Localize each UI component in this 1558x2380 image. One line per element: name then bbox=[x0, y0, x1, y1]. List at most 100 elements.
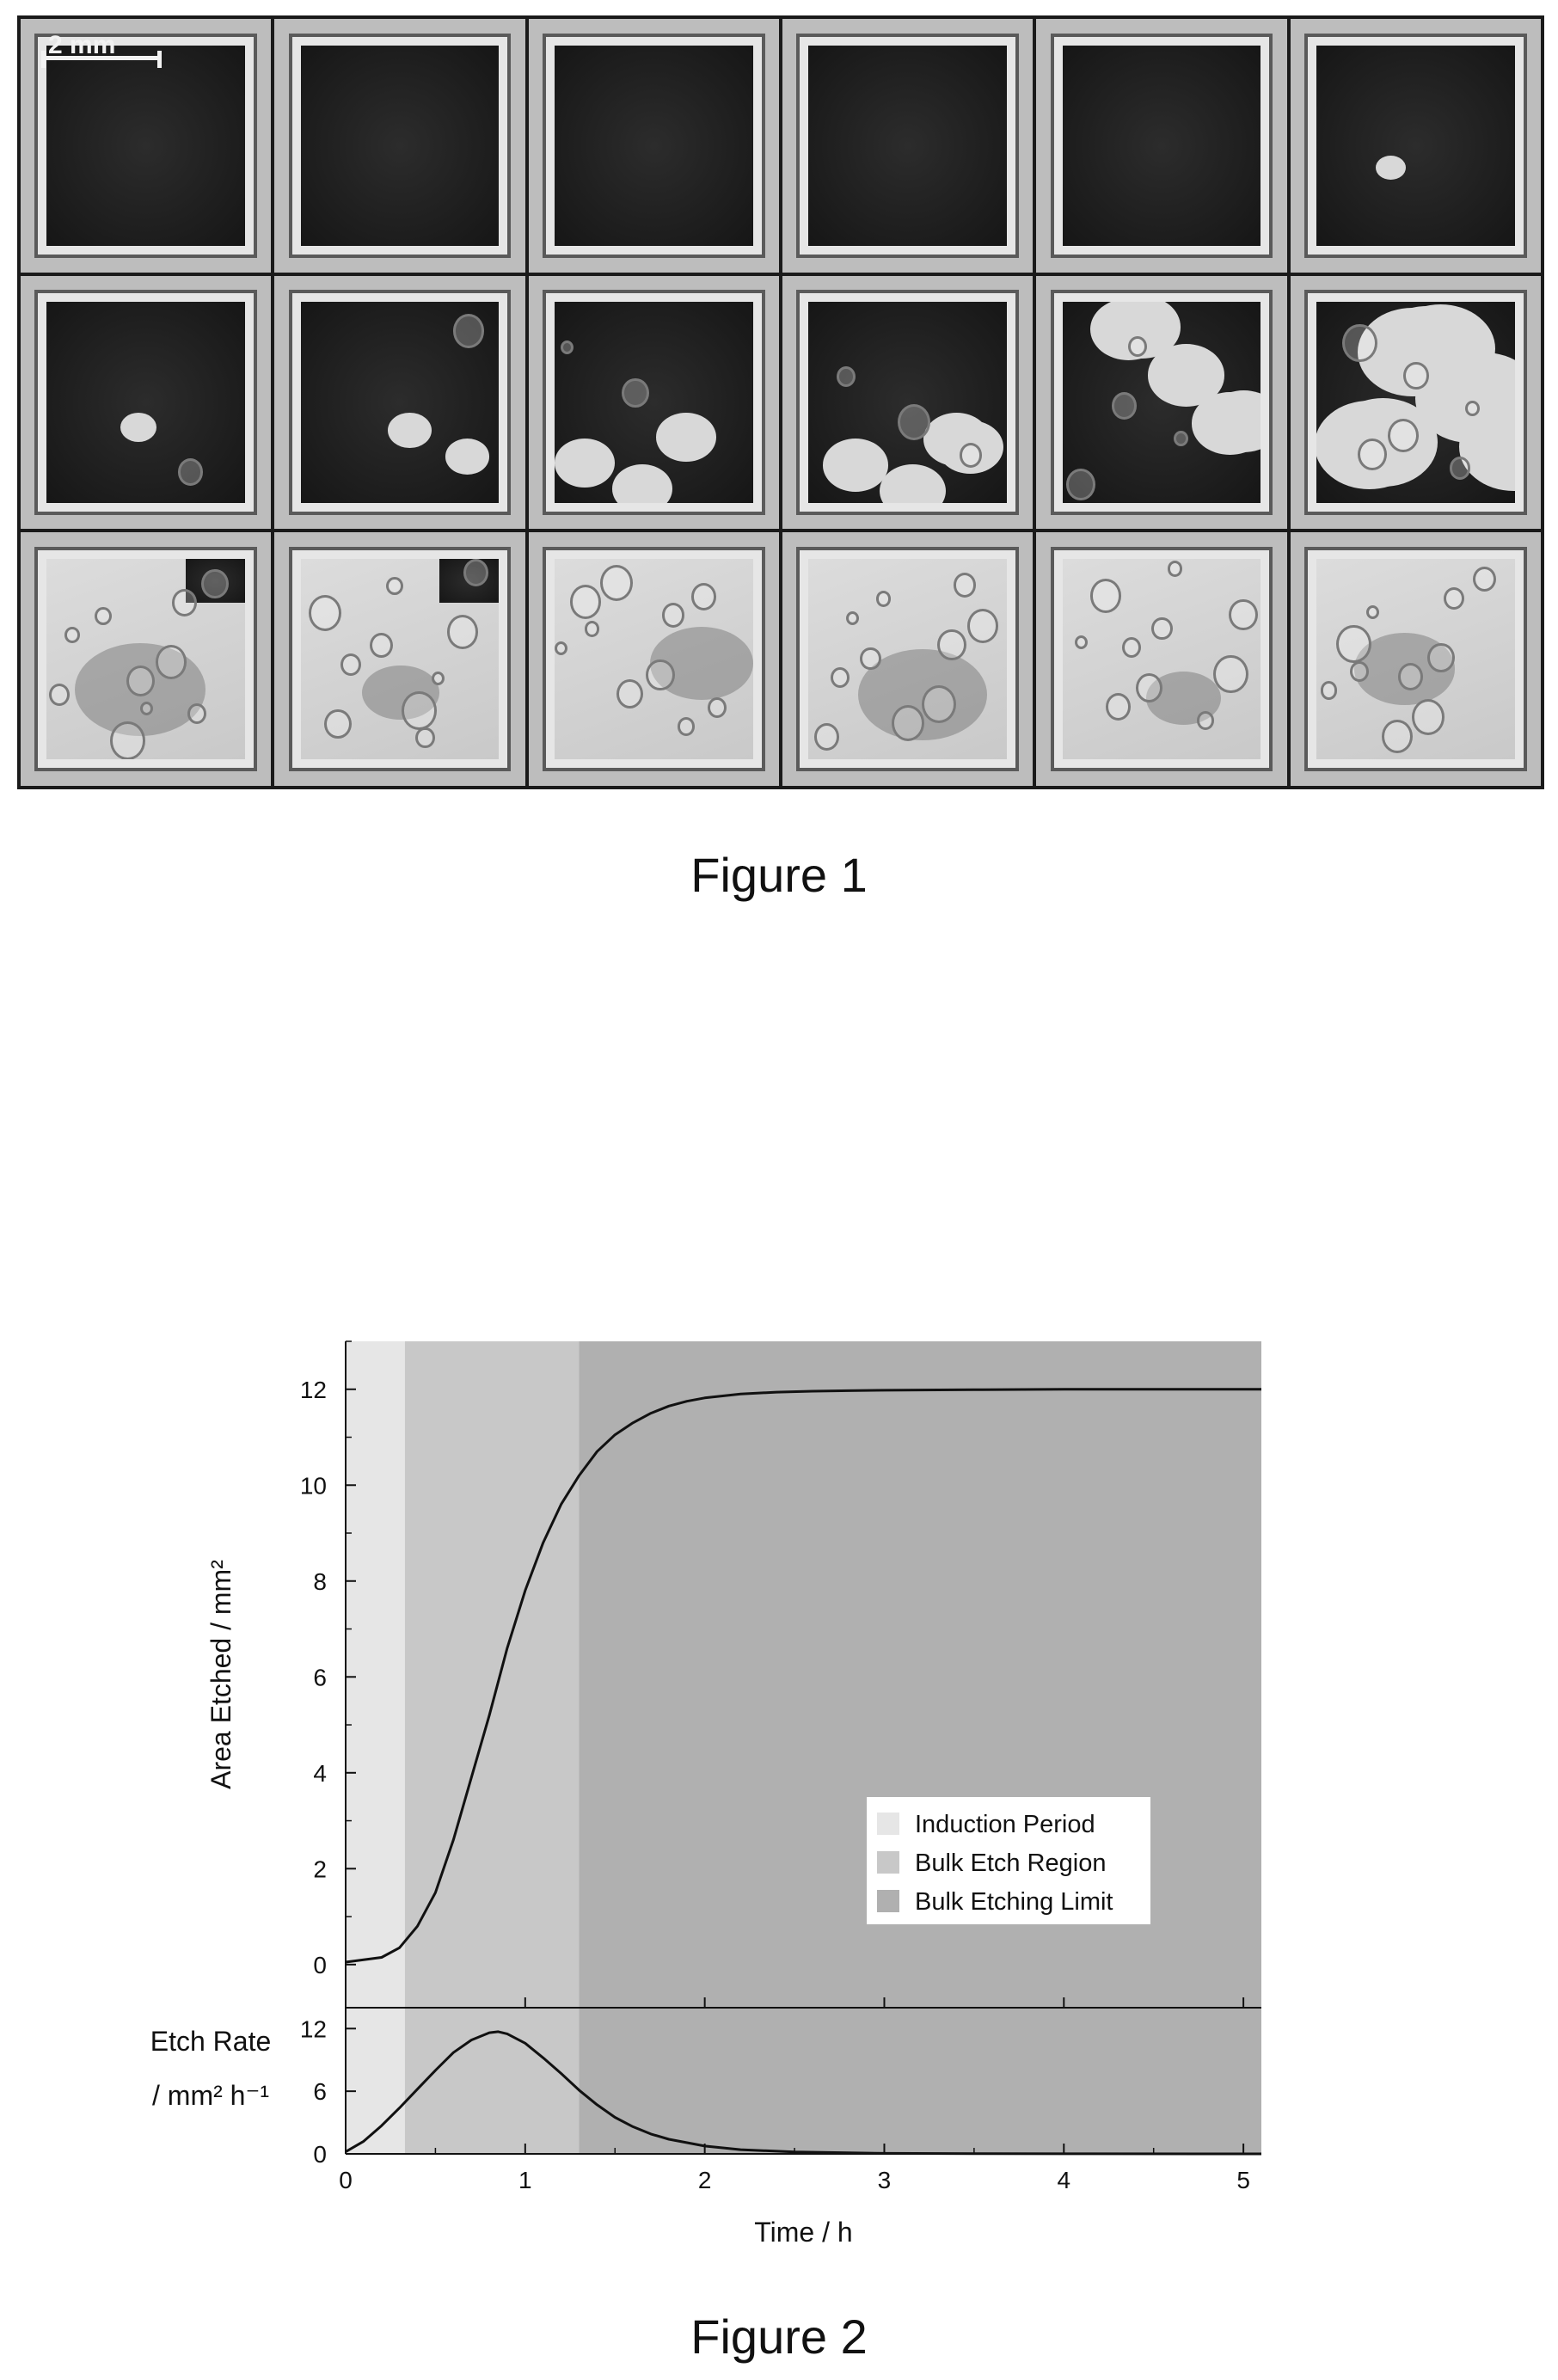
micrograph-tile bbox=[274, 19, 525, 273]
y-axis-title-area: Area Etched / mm² bbox=[205, 1560, 236, 1789]
bubble bbox=[1089, 579, 1121, 613]
unetched-area bbox=[555, 45, 753, 247]
etched-region bbox=[1376, 155, 1407, 181]
bubble bbox=[875, 591, 892, 608]
bubble bbox=[1473, 567, 1496, 592]
etched-region bbox=[120, 412, 157, 443]
sample-frame bbox=[800, 293, 1015, 512]
bubble bbox=[187, 703, 207, 724]
bubble bbox=[1173, 430, 1189, 447]
y-axis-title-rate-line2: / mm² h⁻¹ bbox=[152, 2080, 269, 2111]
sample-frame bbox=[800, 36, 1015, 255]
bubble bbox=[1382, 719, 1414, 754]
bubble bbox=[156, 645, 187, 679]
micrograph-tile bbox=[21, 19, 272, 273]
bubble bbox=[1167, 561, 1183, 578]
unetched-area bbox=[300, 45, 500, 247]
bubble bbox=[64, 627, 80, 644]
x-tick-label: 4 bbox=[1058, 2167, 1071, 2193]
bubble bbox=[616, 678, 643, 709]
micrograph-tile bbox=[21, 275, 272, 530]
etched-region bbox=[445, 439, 490, 475]
bubble bbox=[959, 442, 983, 468]
bubble bbox=[1411, 699, 1445, 736]
micrograph-tile bbox=[782, 19, 1034, 273]
figure-1-caption: Figure 1 bbox=[690, 848, 868, 902]
bubble bbox=[1358, 439, 1388, 470]
region-bands-bottom bbox=[346, 2008, 1261, 2154]
micrograph-tile bbox=[782, 275, 1034, 530]
micrograph-tile bbox=[274, 275, 525, 530]
sample-frame bbox=[38, 549, 254, 769]
legend-label: Bulk Etch Region bbox=[915, 1849, 1106, 1877]
y-tick-label-area: 6 bbox=[313, 1664, 327, 1690]
bubble bbox=[1112, 392, 1138, 420]
bubble bbox=[94, 606, 112, 626]
sample-frame bbox=[1053, 549, 1270, 769]
bubble bbox=[463, 558, 488, 586]
bubble bbox=[1136, 672, 1163, 703]
micrograph-tile bbox=[1036, 532, 1287, 786]
bubble bbox=[1151, 616, 1173, 641]
micrograph-tile bbox=[274, 532, 525, 786]
sample-frame bbox=[38, 36, 254, 255]
bubble bbox=[1336, 624, 1371, 664]
bubble bbox=[370, 633, 394, 659]
etched-region bbox=[822, 439, 889, 493]
unetched-area bbox=[1062, 45, 1261, 247]
bubble bbox=[1388, 418, 1420, 453]
micrograph-tile bbox=[1036, 275, 1287, 530]
bubble bbox=[830, 666, 850, 688]
x-axis-title: Time / h bbox=[754, 2217, 852, 2248]
bubble bbox=[691, 582, 717, 610]
bubble bbox=[555, 641, 568, 655]
bubble bbox=[677, 717, 695, 736]
y-tick-label-rate: 6 bbox=[313, 2078, 327, 2105]
bubble bbox=[340, 653, 362, 677]
sample-frame bbox=[1308, 549, 1524, 769]
bubble bbox=[937, 629, 966, 661]
bubble bbox=[836, 365, 856, 387]
micrograph-tile bbox=[1290, 275, 1541, 530]
unetched-area bbox=[808, 45, 1007, 247]
bubble bbox=[1074, 635, 1088, 649]
etched-region bbox=[388, 412, 432, 449]
bubble bbox=[447, 615, 479, 649]
legend: Induction Period Bulk Etch Region Bulk Etc… bbox=[867, 1797, 1150, 1924]
sample-frame bbox=[1053, 293, 1270, 512]
sample-frame bbox=[1308, 36, 1524, 255]
bubble bbox=[622, 377, 649, 408]
bubble bbox=[953, 573, 977, 598]
bubble bbox=[308, 594, 342, 631]
bubble bbox=[646, 659, 675, 691]
bubble bbox=[707, 697, 727, 718]
y-tick-label-area: 0 bbox=[313, 1952, 327, 1978]
sample-frame bbox=[291, 293, 508, 512]
micrograph-grid bbox=[17, 15, 1544, 789]
unetched-area bbox=[46, 45, 245, 247]
bubble bbox=[600, 564, 634, 601]
region-band-rate-bulk-etching-limit bbox=[579, 2008, 1261, 2154]
region-band-rate-bulk-etch-region bbox=[404, 2008, 580, 2154]
bubble bbox=[1229, 598, 1259, 631]
bubble bbox=[402, 691, 437, 730]
bubble bbox=[1106, 693, 1132, 721]
micrograph-tile bbox=[1036, 19, 1287, 273]
bubble bbox=[1397, 663, 1423, 690]
bubble bbox=[898, 404, 931, 441]
x-tick-label: 0 bbox=[339, 2167, 353, 2193]
bubble bbox=[860, 647, 881, 671]
bubble bbox=[431, 671, 445, 685]
micrograph-tile bbox=[1290, 19, 1541, 273]
bubble bbox=[171, 588, 197, 616]
bubble bbox=[1464, 400, 1481, 417]
bubble bbox=[814, 723, 840, 751]
y-tick-label-area: 4 bbox=[313, 1760, 327, 1787]
unetched-area bbox=[46, 302, 245, 503]
legend-swatch bbox=[877, 1851, 899, 1874]
sample-frame bbox=[1308, 293, 1524, 512]
bubble bbox=[1320, 681, 1338, 700]
y-tick-label-rate: 12 bbox=[300, 2015, 327, 2042]
sample-frame bbox=[800, 549, 1015, 769]
micrograph-tile bbox=[1290, 532, 1541, 786]
